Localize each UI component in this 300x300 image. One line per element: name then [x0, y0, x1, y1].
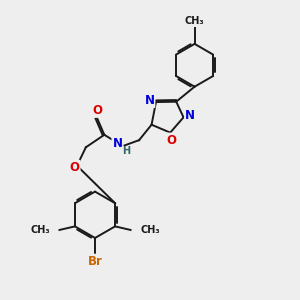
Text: H: H [122, 146, 130, 156]
Text: CH₃: CH₃ [30, 225, 50, 235]
Text: O: O [70, 161, 80, 174]
Text: N: N [112, 137, 122, 150]
Text: CH₃: CH₃ [185, 16, 204, 26]
Text: N: N [144, 94, 154, 107]
Text: CH₃: CH₃ [140, 225, 160, 235]
Text: N: N [185, 109, 195, 122]
Text: Br: Br [88, 255, 103, 268]
Text: O: O [92, 104, 102, 117]
Text: O: O [167, 134, 177, 146]
